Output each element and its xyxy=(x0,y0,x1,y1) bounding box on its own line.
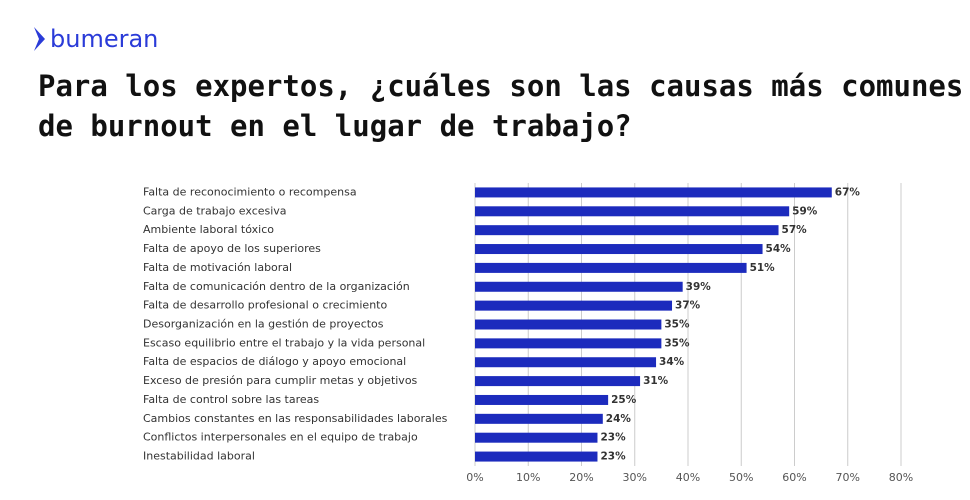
y-tick-label: Exceso de presión para cumplir metas y o… xyxy=(143,374,418,387)
y-tick-label: Inestabilidad laboral xyxy=(143,450,255,463)
chart-title: Para los expertos, ¿cuáles son las causa… xyxy=(38,69,963,103)
bar xyxy=(475,187,832,198)
value-label: 34% xyxy=(659,356,685,368)
y-tick-label: Cambios constantes en las responsabilida… xyxy=(143,412,448,425)
y-tick-label: Conflictos interpersonales en el equipo … xyxy=(143,431,418,444)
y-tick-label: Falta de apoyo de los superiores xyxy=(143,242,321,255)
x-tick-label: 60% xyxy=(782,471,806,484)
logo-icon xyxy=(34,27,45,51)
x-tick-label: 0% xyxy=(466,471,483,484)
y-tick-label: Falta de espacios de diálogo y apoyo emo… xyxy=(143,355,406,368)
bar xyxy=(475,244,763,255)
value-label: 39% xyxy=(686,281,712,293)
y-tick-label: Desorganización en la gestión de proyect… xyxy=(143,318,384,331)
bar xyxy=(475,451,598,462)
value-label: 24% xyxy=(606,413,632,425)
value-label: 59% xyxy=(792,205,818,217)
bar xyxy=(475,300,673,311)
value-label: 23% xyxy=(600,432,626,444)
value-label: 23% xyxy=(600,451,626,463)
y-tick-label: Falta de desarrollo profesional o crecim… xyxy=(143,299,387,312)
y-tick-label: Ambiente laboral tóxico xyxy=(143,223,274,236)
value-label: 57% xyxy=(782,224,808,236)
logo-text: bumeran xyxy=(50,25,158,53)
x-tick-label: 50% xyxy=(729,471,753,484)
y-tick-label: Falta de control sobre las tareas xyxy=(143,393,319,406)
y-tick-label: Falta de motivación laboral xyxy=(143,261,292,274)
value-label: 67% xyxy=(835,186,861,198)
bar xyxy=(475,376,641,387)
bar xyxy=(475,394,609,405)
bar xyxy=(475,225,779,236)
bar xyxy=(475,338,662,349)
y-tick-label: Carga de trabajo excesiva xyxy=(143,204,287,217)
value-label: 35% xyxy=(664,319,690,331)
x-tick-label: 20% xyxy=(569,471,593,484)
bar xyxy=(475,281,683,292)
value-label: 54% xyxy=(766,243,792,255)
y-tick-label: Escaso equilibrio entre el trabajo y la … xyxy=(143,336,425,349)
x-tick-label: 10% xyxy=(516,471,540,484)
bar xyxy=(475,432,598,443)
value-label: 51% xyxy=(750,262,776,274)
value-label: 35% xyxy=(664,337,690,349)
y-tick-label: Falta de reconocimiento o recompensa xyxy=(143,185,357,198)
value-label: 37% xyxy=(675,300,701,312)
bar xyxy=(475,262,747,273)
value-label: 31% xyxy=(643,375,669,387)
bar xyxy=(475,413,603,424)
bar xyxy=(475,206,790,217)
bar xyxy=(475,319,662,330)
y-tick-label: Falta de comunicación dentro de la organ… xyxy=(143,280,410,293)
x-tick-label: 40% xyxy=(676,471,700,484)
x-tick-label: 70% xyxy=(836,471,860,484)
chart-title: de burnout en el lugar de trabajo? xyxy=(38,109,632,143)
x-tick-label: 30% xyxy=(623,471,647,484)
value-label: 25% xyxy=(611,394,637,406)
bar xyxy=(475,357,657,368)
x-tick-label: 80% xyxy=(889,471,913,484)
